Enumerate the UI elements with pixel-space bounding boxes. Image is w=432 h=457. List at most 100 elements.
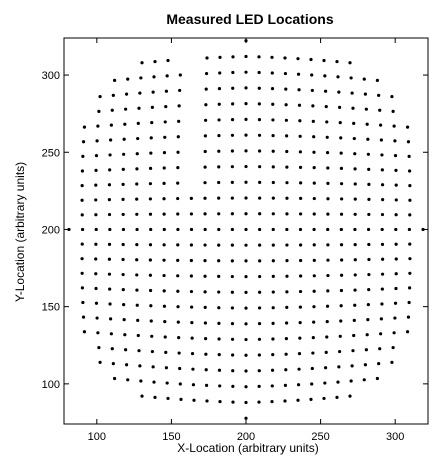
led-point — [148, 197, 152, 201]
led-point — [284, 103, 288, 107]
led-point — [149, 227, 153, 232]
led-point — [217, 212, 221, 216]
led-point — [337, 365, 341, 369]
led-point — [149, 304, 153, 308]
led-point — [230, 274, 234, 279]
led-point — [164, 89, 169, 93]
led-point — [375, 78, 379, 83]
led-point — [257, 384, 261, 388]
led-point — [163, 120, 167, 124]
led-point — [153, 395, 157, 399]
led-point — [139, 76, 143, 80]
led-point — [335, 395, 339, 399]
led-point — [135, 243, 139, 247]
led-point — [270, 368, 275, 372]
led-point — [299, 196, 303, 201]
led-point — [258, 212, 262, 216]
chart-title: Measured LED Locations — [166, 11, 333, 27]
led-point — [138, 91, 142, 95]
led-point — [338, 334, 342, 338]
led-point — [177, 335, 181, 340]
led-point — [230, 133, 235, 137]
led-point — [148, 243, 153, 247]
led-point — [190, 336, 194, 340]
led-point — [406, 140, 411, 144]
led-point — [94, 272, 98, 276]
led-point — [218, 71, 222, 75]
led-point — [148, 288, 153, 293]
led-point — [377, 362, 381, 366]
led-point — [298, 321, 302, 325]
led-point — [298, 119, 302, 123]
led-point — [126, 77, 130, 81]
led-point — [204, 352, 208, 356]
led-point — [297, 352, 302, 356]
led-point — [107, 242, 112, 246]
led-point — [311, 104, 315, 108]
led-point — [285, 181, 289, 185]
led-point — [217, 102, 221, 106]
led-point — [339, 319, 343, 323]
led-point — [190, 321, 194, 325]
x-axis-ticks: 100 150 200 250 300 — [88, 38, 404, 443]
led-point — [126, 378, 130, 382]
led-point — [312, 305, 316, 309]
led-point — [366, 152, 370, 156]
led-point — [285, 243, 289, 247]
led-point — [297, 103, 302, 107]
y-axis-label: Y-Location (arbitrary units) — [13, 162, 27, 302]
led-point — [162, 212, 166, 216]
led-point — [298, 305, 302, 309]
led-point — [258, 243, 262, 247]
led-point — [94, 183, 98, 187]
led-point — [97, 345, 101, 350]
led-point — [367, 212, 371, 217]
led-point — [285, 227, 289, 232]
led-point — [271, 227, 275, 232]
y-tick-label: 200 — [42, 224, 60, 236]
led-point — [244, 322, 248, 326]
led-point — [162, 289, 166, 293]
led-point — [109, 317, 113, 321]
led-point — [176, 243, 180, 247]
led-point — [257, 86, 261, 90]
led-point — [94, 257, 98, 261]
led-point — [190, 352, 195, 356]
led-point — [271, 149, 275, 153]
led-point — [337, 90, 341, 94]
led-point — [164, 350, 168, 354]
led-point — [178, 73, 182, 77]
y-axis-ticks: 100 150 200 250 300 — [42, 70, 428, 391]
led-point — [367, 257, 371, 262]
led-point — [203, 274, 207, 278]
led-point — [140, 61, 144, 65]
led-point — [176, 274, 180, 278]
led-point — [284, 352, 288, 356]
led-point — [366, 227, 371, 232]
led-point — [258, 290, 262, 294]
led-point — [203, 165, 207, 169]
led-point — [258, 180, 262, 184]
led-point — [122, 318, 126, 322]
led-point — [367, 242, 371, 247]
led-point — [164, 104, 168, 109]
led-point — [257, 337, 262, 341]
led-point — [121, 182, 125, 186]
led-point — [339, 136, 343, 140]
led-point — [380, 183, 385, 187]
led-point — [244, 369, 248, 373]
led-point — [270, 384, 274, 388]
led-point — [217, 149, 221, 153]
led-point — [163, 335, 167, 339]
led-point — [148, 273, 153, 277]
led-point — [353, 152, 357, 156]
led-point — [178, 366, 182, 371]
led-point — [312, 320, 316, 324]
led-point — [135, 258, 139, 262]
led-point — [349, 76, 353, 80]
led-point — [325, 304, 330, 308]
led-point — [367, 167, 371, 171]
led-point — [379, 138, 383, 142]
led-point — [339, 304, 343, 308]
y-tick-label: 250 — [42, 147, 60, 159]
